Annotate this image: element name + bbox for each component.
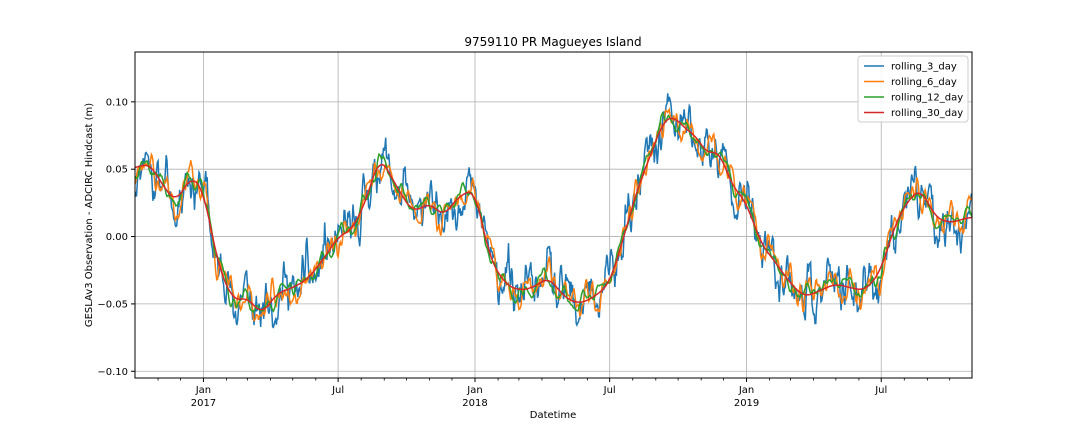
- x-tick-label: Jan: [466, 385, 482, 396]
- y-tick-label: 0.10: [106, 97, 128, 108]
- legend-label: rolling_6_day: [891, 77, 957, 88]
- chart-title: 9759110 PR Magueyes Island: [464, 35, 641, 49]
- plot-frame: [134, 51, 973, 379]
- x-tick-label: Jan: [195, 385, 211, 396]
- series-line-rolling-30-day: [134, 117, 973, 311]
- legend-label: rolling_12_day: [891, 93, 963, 104]
- y-tick-label: −0.10: [97, 367, 128, 378]
- x-tick-year-label: 2019: [734, 398, 759, 409]
- legend-label: rolling_30_day: [891, 108, 963, 119]
- grid-lines: [135, 52, 972, 378]
- y-tick-label: −0.05: [97, 299, 128, 310]
- x-axis: Jan 2017 Jul Jan 2018 Jul Jan 2019 Jul: [157, 378, 951, 409]
- y-axis-label: GESLAv3 Observation - ADCIRC Hindcast (m…: [84, 103, 95, 327]
- legend: rolling_3_day rolling_6_day rolling_12_day…: [857, 55, 969, 123]
- x-tick-label: Jul: [874, 385, 887, 396]
- y-tick-label: 0.05: [106, 165, 128, 176]
- x-tick-label: Jan: [738, 385, 754, 396]
- x-tick-year-label: 2018: [462, 398, 487, 409]
- x-tick-label: Jul: [603, 385, 616, 396]
- series-line-rolling-12-day: [134, 111, 973, 314]
- legend-box: [857, 55, 969, 123]
- series-line-rolling-3-day: [134, 93, 973, 329]
- legend-label: rolling_3_day: [891, 62, 957, 73]
- x-tick-year-label: 2017: [191, 398, 216, 409]
- series-lines: [134, 93, 973, 329]
- y-axis: −0.10 −0.05 0.00 0.05 0.10: [97, 97, 135, 378]
- x-axis-label: Datetime: [530, 410, 577, 421]
- y-tick-label: 0.00: [106, 232, 128, 243]
- x-tick-label: Jul: [331, 385, 344, 396]
